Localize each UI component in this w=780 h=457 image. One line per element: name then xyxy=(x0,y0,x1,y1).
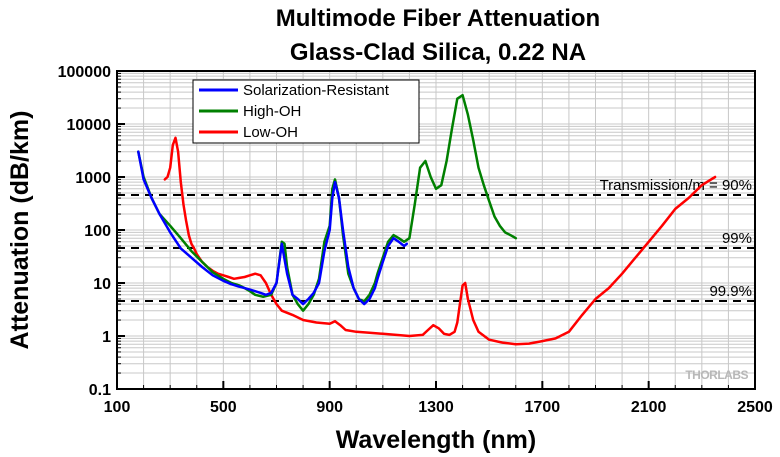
reference-label: Transmission/m = 90% xyxy=(600,177,752,194)
legend: Solarization-Resistant High-OH Low-OH xyxy=(192,79,420,144)
y-tick-label: 1 xyxy=(102,329,111,346)
x-tick-label: 2100 xyxy=(631,399,667,416)
reference-label: 99% xyxy=(722,230,752,247)
y-tick-label: 100000 xyxy=(58,64,111,81)
series-line xyxy=(163,136,717,346)
y-tick-label: 10 xyxy=(93,276,111,293)
legend-label: Low-OH xyxy=(243,124,298,141)
series-line xyxy=(137,150,409,306)
x-tick-label: 100 xyxy=(104,399,131,416)
y-tick-label: 100 xyxy=(84,223,111,240)
x-tick-label: 500 xyxy=(210,399,237,416)
x-axis-title: Wavelength (nm) xyxy=(336,426,536,454)
reference-lines: Transmission/m = 90% 99% 99.9% xyxy=(117,177,755,303)
reference-label: 99.9% xyxy=(709,283,752,300)
chart-subtitle: Glass-Clad Silica, 0.22 NA xyxy=(290,39,586,66)
y-tick-label: 10000 xyxy=(67,117,112,134)
y-tick-label: 0.1 xyxy=(89,382,111,399)
x-tick-label: 1700 xyxy=(525,399,561,416)
y-tick-label: 1000 xyxy=(75,170,111,187)
series-layer xyxy=(137,93,717,346)
chart-title: Multimode Fiber Attenuation xyxy=(276,5,600,32)
x-tick-label: 2500 xyxy=(737,399,773,416)
thorlabs-watermark: THORLABS xyxy=(685,368,748,382)
y-axis-title: Attenuation (dB/km) xyxy=(6,111,34,350)
plot-frame xyxy=(116,70,756,390)
legend-label: Solarization-Resistant xyxy=(243,82,390,99)
legend-label: High-OH xyxy=(243,103,301,120)
x-tick-label: 1300 xyxy=(418,399,454,416)
x-tick-label: 900 xyxy=(316,399,343,416)
